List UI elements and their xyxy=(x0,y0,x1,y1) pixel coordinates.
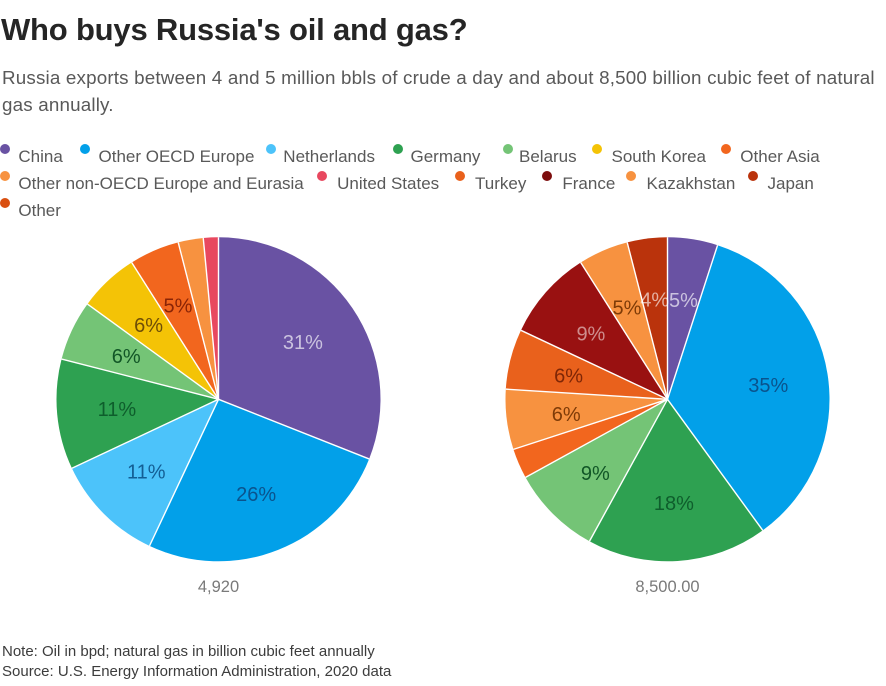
svg-text:31%: 31% xyxy=(283,332,323,354)
svg-text:18%: 18% xyxy=(654,493,694,515)
svg-text:6%: 6% xyxy=(552,404,581,426)
svg-text:6%: 6% xyxy=(134,315,163,337)
svg-text:35%: 35% xyxy=(748,375,788,397)
svg-text:11%: 11% xyxy=(127,462,166,484)
svg-text:9%: 9% xyxy=(576,324,605,346)
svg-text:5%: 5% xyxy=(613,297,642,319)
svg-text:26%: 26% xyxy=(236,484,276,506)
svg-text:4%: 4% xyxy=(640,290,669,312)
svg-text:9%: 9% xyxy=(581,463,610,485)
svg-text:5%: 5% xyxy=(164,296,193,318)
svg-text:5%: 5% xyxy=(669,290,698,312)
svg-text:11%: 11% xyxy=(98,399,137,421)
svg-text:6%: 6% xyxy=(112,346,141,368)
svg-text:6%: 6% xyxy=(554,366,583,388)
